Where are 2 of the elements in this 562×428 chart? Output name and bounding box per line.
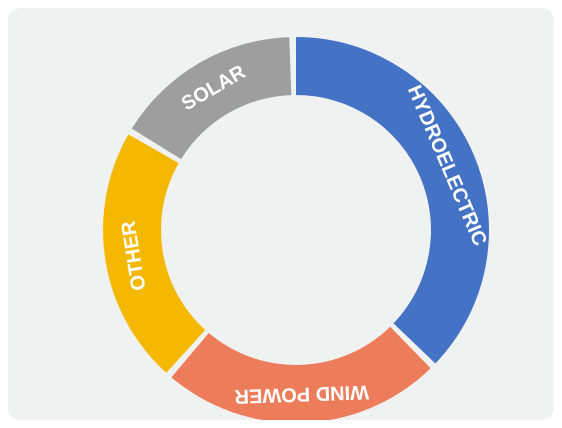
slice-label: OTHER bbox=[118, 218, 150, 292]
slice-label: WIND POWER bbox=[234, 380, 370, 408]
